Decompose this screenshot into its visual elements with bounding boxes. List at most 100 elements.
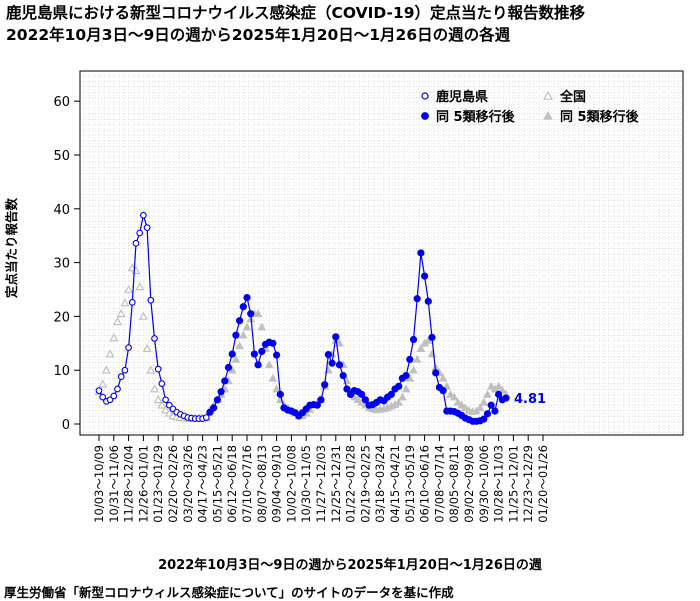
legend-kagoshima-post-marker xyxy=(421,112,429,120)
legend-kagoshima-post-label: 同 5類移行後 xyxy=(436,109,516,125)
x-tick-label: 01/23～01/29 xyxy=(151,445,165,523)
kagoshima-point xyxy=(95,387,103,394)
kagoshima-post-point xyxy=(239,303,247,311)
plot-frame xyxy=(79,70,684,436)
kagoshima-post-point xyxy=(236,317,244,325)
legend-national-label: 全国 xyxy=(559,89,586,105)
kagoshima-post-point xyxy=(343,385,351,393)
kagoshima-post-point xyxy=(428,333,436,341)
last-value-label: 4.81 xyxy=(514,392,546,407)
x-tick-label: 10/30～11/05 xyxy=(299,445,313,523)
y-tick-label: 10 xyxy=(53,364,70,379)
national-post-point xyxy=(446,389,455,398)
kagoshima-post-point xyxy=(328,359,336,367)
national-post-point xyxy=(442,381,452,390)
kagoshima-point xyxy=(154,365,162,373)
x-tick-label: 12/26～01/01 xyxy=(136,445,150,523)
x-tick-label: 02/19～02/25 xyxy=(358,445,372,523)
kagoshima-post-point xyxy=(339,371,347,380)
plot-border xyxy=(79,70,684,436)
kagoshima-post-point xyxy=(254,361,262,369)
x-tick-label: 04/17～04/23 xyxy=(196,445,210,523)
x-tick-label: 01/20～01/26 xyxy=(536,445,550,523)
y-tick-label: 50 xyxy=(53,149,70,164)
national-point xyxy=(138,311,148,320)
kagoshima-post-point xyxy=(213,396,221,404)
chart-title: 鹿児島県における新型コロナウイルス感染症（COVID-19）定点当たり報告数推移 xyxy=(6,4,586,22)
kagoshima-post-point xyxy=(313,401,321,409)
kagoshima-post-point xyxy=(250,350,258,358)
kagoshima-post-point xyxy=(210,404,218,412)
kagoshima-point xyxy=(202,414,210,421)
kagoshima-point xyxy=(143,224,151,231)
kagoshima-post-point xyxy=(502,394,510,402)
kagoshima-post-point xyxy=(269,339,277,347)
kagoshima-post-point xyxy=(272,351,281,359)
national-point xyxy=(120,298,130,307)
kagoshima-point xyxy=(136,229,144,237)
y-tick-label: 40 xyxy=(53,203,70,218)
national-post-point xyxy=(486,381,496,390)
x-tick-label: 10/02～10/08 xyxy=(284,445,298,523)
legend-national-marker xyxy=(542,90,554,100)
national-post-point xyxy=(438,373,448,382)
kagoshima-point xyxy=(117,373,125,381)
national-post-point xyxy=(479,397,489,406)
kagoshima-post-point xyxy=(395,382,403,390)
kagoshima-point xyxy=(132,239,140,247)
kagoshima-post-point xyxy=(420,272,429,280)
x-tick-label: 12/25～12/31 xyxy=(329,445,343,523)
national-post-point xyxy=(416,344,426,352)
x-tick-label: 05/15～05/21 xyxy=(210,445,224,523)
kagoshima-post-point xyxy=(221,377,229,385)
kagoshima-point xyxy=(158,380,166,388)
national-point xyxy=(109,333,119,342)
national-post-point xyxy=(253,309,263,318)
national-point xyxy=(112,317,123,326)
national-post-point xyxy=(401,384,411,393)
y-tick-label: 0 xyxy=(62,418,70,433)
national-post-point xyxy=(398,392,407,401)
national-point xyxy=(153,395,163,404)
national-post-point xyxy=(353,395,363,404)
kagoshima-post-point xyxy=(483,410,492,418)
national-point xyxy=(116,308,126,318)
national-post-point xyxy=(412,354,422,363)
kagoshima-post-point xyxy=(387,390,395,399)
kagoshima-point xyxy=(99,393,107,401)
national-point xyxy=(124,284,134,293)
y-tick-label: 60 xyxy=(53,95,70,110)
kagoshima-post-point xyxy=(417,249,425,257)
national-post-point xyxy=(494,381,503,390)
national-point xyxy=(142,343,152,353)
kagoshima-point xyxy=(128,299,136,306)
x-tick-label: 03/20～03/26 xyxy=(181,445,195,523)
kagoshima-post-point xyxy=(494,390,503,399)
kagoshima-post-point xyxy=(424,297,432,305)
kagoshima-post-point xyxy=(432,369,440,377)
kagoshima-post-point xyxy=(228,350,236,358)
x-tick-label: 10/03～10/09 xyxy=(92,445,106,523)
national-post-point xyxy=(483,389,492,398)
national-post-point xyxy=(409,365,418,374)
x-tick-label: 08/05～08/11 xyxy=(447,445,461,523)
legend-national-post-marker xyxy=(543,110,553,120)
national-post-point xyxy=(257,322,267,331)
kagoshima-point xyxy=(140,211,147,219)
national-point xyxy=(146,365,156,374)
national-post-point xyxy=(268,373,278,382)
national-point xyxy=(101,365,111,374)
kagoshima-post-point xyxy=(324,350,332,359)
kagoshima-post-point xyxy=(480,415,488,423)
kagoshima-post-point xyxy=(487,401,495,409)
chart-subtitle: 2022年10月3日～9日の週から2025年1月20日～1月26日の週の各週 xyxy=(6,26,511,44)
national-post-point xyxy=(453,397,463,406)
kagoshima-post-point xyxy=(402,371,410,380)
kagoshima-post-point xyxy=(335,361,344,369)
x-tick-label: 10/28～11/03 xyxy=(492,445,506,523)
kagoshima-post-point xyxy=(317,396,325,404)
kagoshima-point xyxy=(147,296,155,304)
national-post-point xyxy=(335,338,344,347)
kagoshima-post-point xyxy=(491,407,499,415)
